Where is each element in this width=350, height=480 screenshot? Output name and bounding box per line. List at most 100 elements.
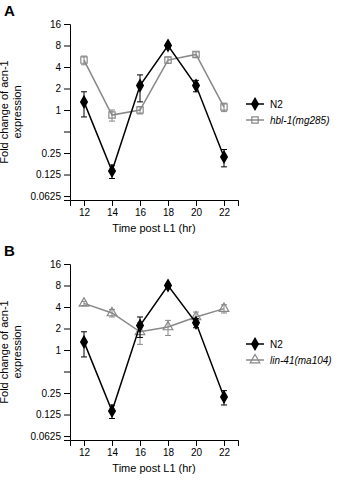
point: [137, 320, 144, 332]
y-tick-mark: [64, 153, 70, 154]
x-tick: 18: [163, 440, 175, 458]
y-tick: 0.125: [36, 409, 70, 420]
x-tick-label: 22: [219, 207, 231, 218]
x-tick-label: 22: [219, 447, 231, 458]
point: [219, 303, 229, 311]
y-tick: 0.0625: [30, 431, 70, 442]
y-tick: 2: [55, 323, 70, 334]
point: [221, 391, 228, 403]
x-tick: 16: [135, 440, 147, 458]
point: [109, 405, 116, 417]
x-tick-mark: [224, 200, 225, 206]
point: [137, 107, 143, 113]
x-tick-label: 14: [107, 207, 119, 218]
error-bar: [137, 75, 143, 102]
x-axis-title: Time post L1 (hr): [112, 462, 195, 474]
x-tick-label: 14: [107, 447, 119, 458]
x-tick-label: 12: [79, 207, 91, 218]
y-tick-mark: [64, 350, 70, 351]
y-tick-label: 4: [55, 62, 61, 73]
series: [81, 40, 228, 179]
error-bar: [81, 332, 87, 357]
x-tick-mark: [84, 200, 85, 206]
y-tick-label: 16: [50, 19, 62, 30]
y-tick-mark: [64, 89, 70, 90]
legend-item: lin-41(ma104): [246, 354, 332, 365]
y-tick: 16: [50, 19, 70, 30]
y-tick-mark: [64, 329, 70, 330]
legend-item: N2: [246, 98, 283, 110]
y-axis-title: Fold change of acn-1expression: [0, 60, 23, 163]
x-tick-mark: [196, 200, 197, 206]
y-tick-mark: [64, 307, 70, 308]
series-line: [84, 286, 224, 412]
y-tick-mark: [64, 264, 70, 265]
y-tick-label: 1: [55, 345, 61, 356]
y-tick-mark: [64, 110, 70, 111]
y-tick: 0.125: [36, 169, 70, 180]
legend-label: N2: [270, 99, 283, 110]
x-tick-mark: [140, 440, 141, 446]
y-tick: 0.25: [42, 148, 70, 159]
x-tick-mark: [168, 440, 169, 446]
point: [81, 96, 88, 108]
point: [193, 317, 200, 329]
y-tick-mark: [64, 67, 70, 68]
y-tick-mark: [64, 393, 70, 394]
x-axis: 121416182022: [71, 440, 239, 458]
x-tick-label: 18: [163, 207, 175, 218]
panel-label: B: [4, 242, 15, 259]
x-tick: 22: [219, 200, 231, 218]
y-tick-label: 0.125: [36, 169, 61, 180]
y-axis-line: [64, 265, 71, 441]
x-tick: 14: [107, 200, 119, 218]
y-tick: 8: [55, 40, 70, 51]
x-tick: 20: [191, 440, 203, 458]
y-tick-mark: [64, 24, 70, 25]
y-tick-mark: [64, 372, 70, 373]
y-tick-label: 2: [55, 83, 61, 94]
x-tick-label: 16: [135, 207, 147, 218]
y-tick-label: 0.25: [42, 388, 62, 399]
y-tick-mark: [64, 175, 70, 176]
y-tick-mark: [64, 286, 70, 287]
series: [81, 280, 228, 419]
y-tick: 1: [55, 105, 70, 116]
plot-area: [81, 40, 228, 179]
y-tick: 0.0625: [30, 191, 70, 202]
legend: N2 hbl-1(mg285): [246, 98, 329, 125]
point: [107, 307, 117, 315]
x-tick-label: 18: [163, 447, 175, 458]
x-tick: 18: [163, 200, 175, 218]
y-tick-mark: [64, 415, 70, 416]
legend: N2lin-41(ma104): [246, 338, 332, 365]
y-tick-mark: [64, 132, 70, 133]
x-tick-mark: [224, 440, 225, 446]
y-axis-title-line: expression: [11, 85, 23, 138]
legend-item: hbl-1(mg285): [246, 115, 329, 126]
y-tick-mark: [64, 436, 70, 437]
panel: 1214161820220.06250.1250.25124816Time po…: [0, 242, 332, 474]
y-axis-title: Fold change of acn-1expression: [0, 300, 23, 403]
y-tick-label: 4: [55, 302, 61, 313]
legend-line: [246, 119, 264, 121]
y-axis-line: [64, 25, 71, 201]
point: [193, 80, 200, 92]
y-tick-label: 0.0625: [30, 431, 61, 442]
figure: 1214161820220.06250.1250.25124816Time po…: [0, 0, 350, 480]
series-line: [84, 303, 224, 331]
point: [79, 298, 89, 306]
legend-marker: [252, 98, 259, 110]
y-tick: 1: [55, 345, 70, 356]
x-tick-label: 20: [191, 207, 203, 218]
y-tick-mark: [64, 46, 70, 47]
legend-marker: [252, 338, 259, 350]
point: [109, 165, 116, 177]
legend-label: hbl-1(mg285): [270, 115, 329, 126]
y-axis-title-line: Fold change of acn-1: [0, 60, 10, 163]
point: [165, 40, 172, 52]
legend-label: lin-41(ma104): [270, 355, 332, 366]
x-tick: 22: [219, 440, 231, 458]
series-line: [84, 46, 224, 172]
error-bar: [81, 92, 87, 117]
